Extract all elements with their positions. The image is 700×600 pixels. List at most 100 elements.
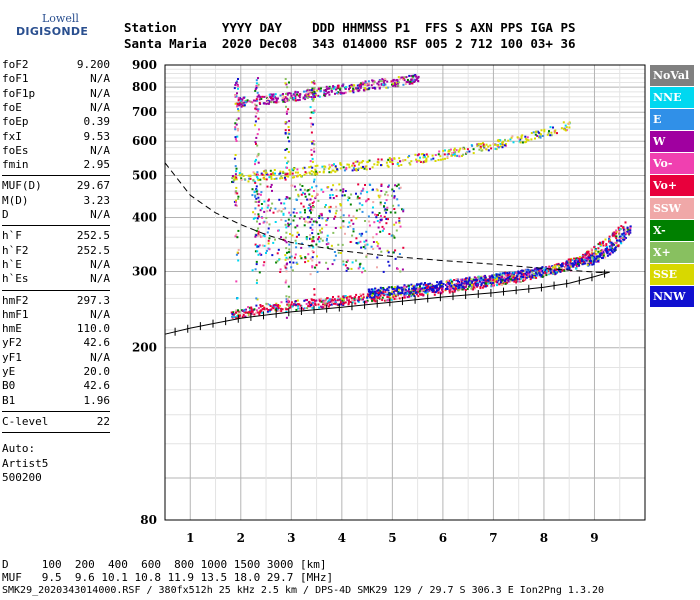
echo-point	[244, 101, 247, 103]
echo-point	[258, 313, 261, 316]
echo-point	[323, 89, 326, 92]
echo-point	[263, 178, 266, 181]
echo-point	[416, 77, 419, 80]
param-value: 297.3	[76, 293, 110, 307]
spread-echo-point	[355, 192, 357, 195]
spread-echo-point	[398, 187, 401, 190]
spread-echo-point	[284, 207, 287, 210]
echo-point	[608, 253, 611, 256]
echo-point	[259, 311, 262, 314]
spread-echo-point	[265, 249, 268, 252]
echo-point	[321, 300, 324, 303]
echo-point	[264, 172, 267, 175]
echo-point	[397, 76, 400, 79]
spread-echo-point	[375, 233, 378, 236]
spread-echo-point	[276, 260, 279, 263]
polarization-legend: NoVal NNE E W Vo- Vo+ SSW X- X+ SSE NNW	[650, 65, 694, 308]
echo-point	[365, 83, 368, 86]
echo-point	[422, 289, 425, 292]
echo-point	[536, 134, 539, 137]
echo-point	[281, 177, 284, 180]
echo-point	[354, 160, 357, 163]
echo-point	[487, 149, 490, 152]
echo-point	[255, 312, 258, 314]
echo-point	[282, 96, 285, 99]
param-value: N/A	[90, 100, 110, 114]
echo-point	[615, 237, 618, 240]
spread-echo-point	[263, 200, 266, 203]
spread-echo-point	[377, 242, 380, 245]
echo-point	[250, 309, 253, 312]
echo-point	[371, 299, 374, 302]
spread-echo-point	[349, 241, 352, 243]
vertical-streak-point	[310, 173, 313, 176]
param-row-h-f2: h`F2 252.5	[2, 244, 110, 258]
vertical-streak-point	[256, 133, 259, 136]
echo-point	[343, 302, 346, 305]
echo-point	[362, 88, 365, 91]
echo-point	[434, 291, 437, 294]
echo-point	[531, 275, 534, 278]
echo-point	[294, 90, 297, 93]
echo-point	[590, 256, 593, 259]
vertical-streak-point	[255, 108, 258, 111]
echo-point	[369, 291, 372, 294]
echo-point	[397, 84, 400, 87]
echo-point	[303, 299, 306, 302]
echo-point	[232, 311, 235, 314]
echo-point	[353, 84, 356, 87]
spread-echo-point	[306, 198, 309, 201]
spread-echo-point	[355, 237, 358, 240]
param-value: 9.53	[83, 129, 111, 143]
echo-point	[592, 262, 595, 265]
echo-point	[534, 274, 537, 277]
echo-point	[279, 172, 282, 175]
echo-point	[302, 167, 305, 170]
vertical-streak-point	[309, 106, 312, 109]
echo-point	[396, 162, 399, 164]
echo-point	[423, 155, 426, 158]
echo-point	[371, 87, 374, 89]
echo-point	[377, 80, 380, 83]
vertical-streak-point	[309, 92, 312, 95]
echo-point	[590, 250, 593, 253]
echo-point	[496, 284, 498, 287]
echo-point	[474, 282, 477, 285]
vertical-streak-point	[237, 127, 239, 130]
spread-echo-point	[309, 234, 312, 237]
echo-point	[256, 176, 259, 178]
echo-point	[520, 137, 523, 140]
spread-echo-point	[283, 202, 286, 205]
spread-echo-point	[304, 211, 306, 214]
echo-point	[370, 84, 373, 87]
param-value: 20.0	[83, 365, 111, 378]
echo-point	[485, 280, 488, 283]
echo-point	[334, 165, 337, 168]
spread-echo-point	[293, 208, 296, 211]
spread-echo-point	[257, 196, 260, 199]
echo-point	[353, 299, 356, 302]
echo-point	[400, 76, 403, 79]
echo-point	[429, 282, 432, 285]
spread-echo-point	[347, 196, 350, 199]
spread-echo-point	[344, 264, 347, 267]
vertical-streak-point	[233, 157, 236, 160]
echo-point	[559, 264, 562, 267]
echo-point	[256, 99, 258, 102]
echo-point	[411, 75, 414, 78]
vertical-streak-point	[236, 80, 238, 83]
echo-point	[374, 298, 377, 301]
echo-point	[412, 290, 415, 293]
echo-point	[385, 161, 388, 164]
echo-point	[332, 169, 335, 172]
echo-point	[328, 85, 331, 88]
echo-point	[409, 163, 412, 166]
echo-point	[459, 278, 462, 281]
echo-point	[466, 288, 469, 290]
vertical-streak-point	[313, 95, 316, 97]
echo-point	[621, 240, 624, 243]
vertical-streak-point	[311, 142, 314, 145]
echo-point	[470, 287, 473, 290]
spread-echo-point	[357, 267, 360, 270]
echo-point	[453, 290, 456, 293]
